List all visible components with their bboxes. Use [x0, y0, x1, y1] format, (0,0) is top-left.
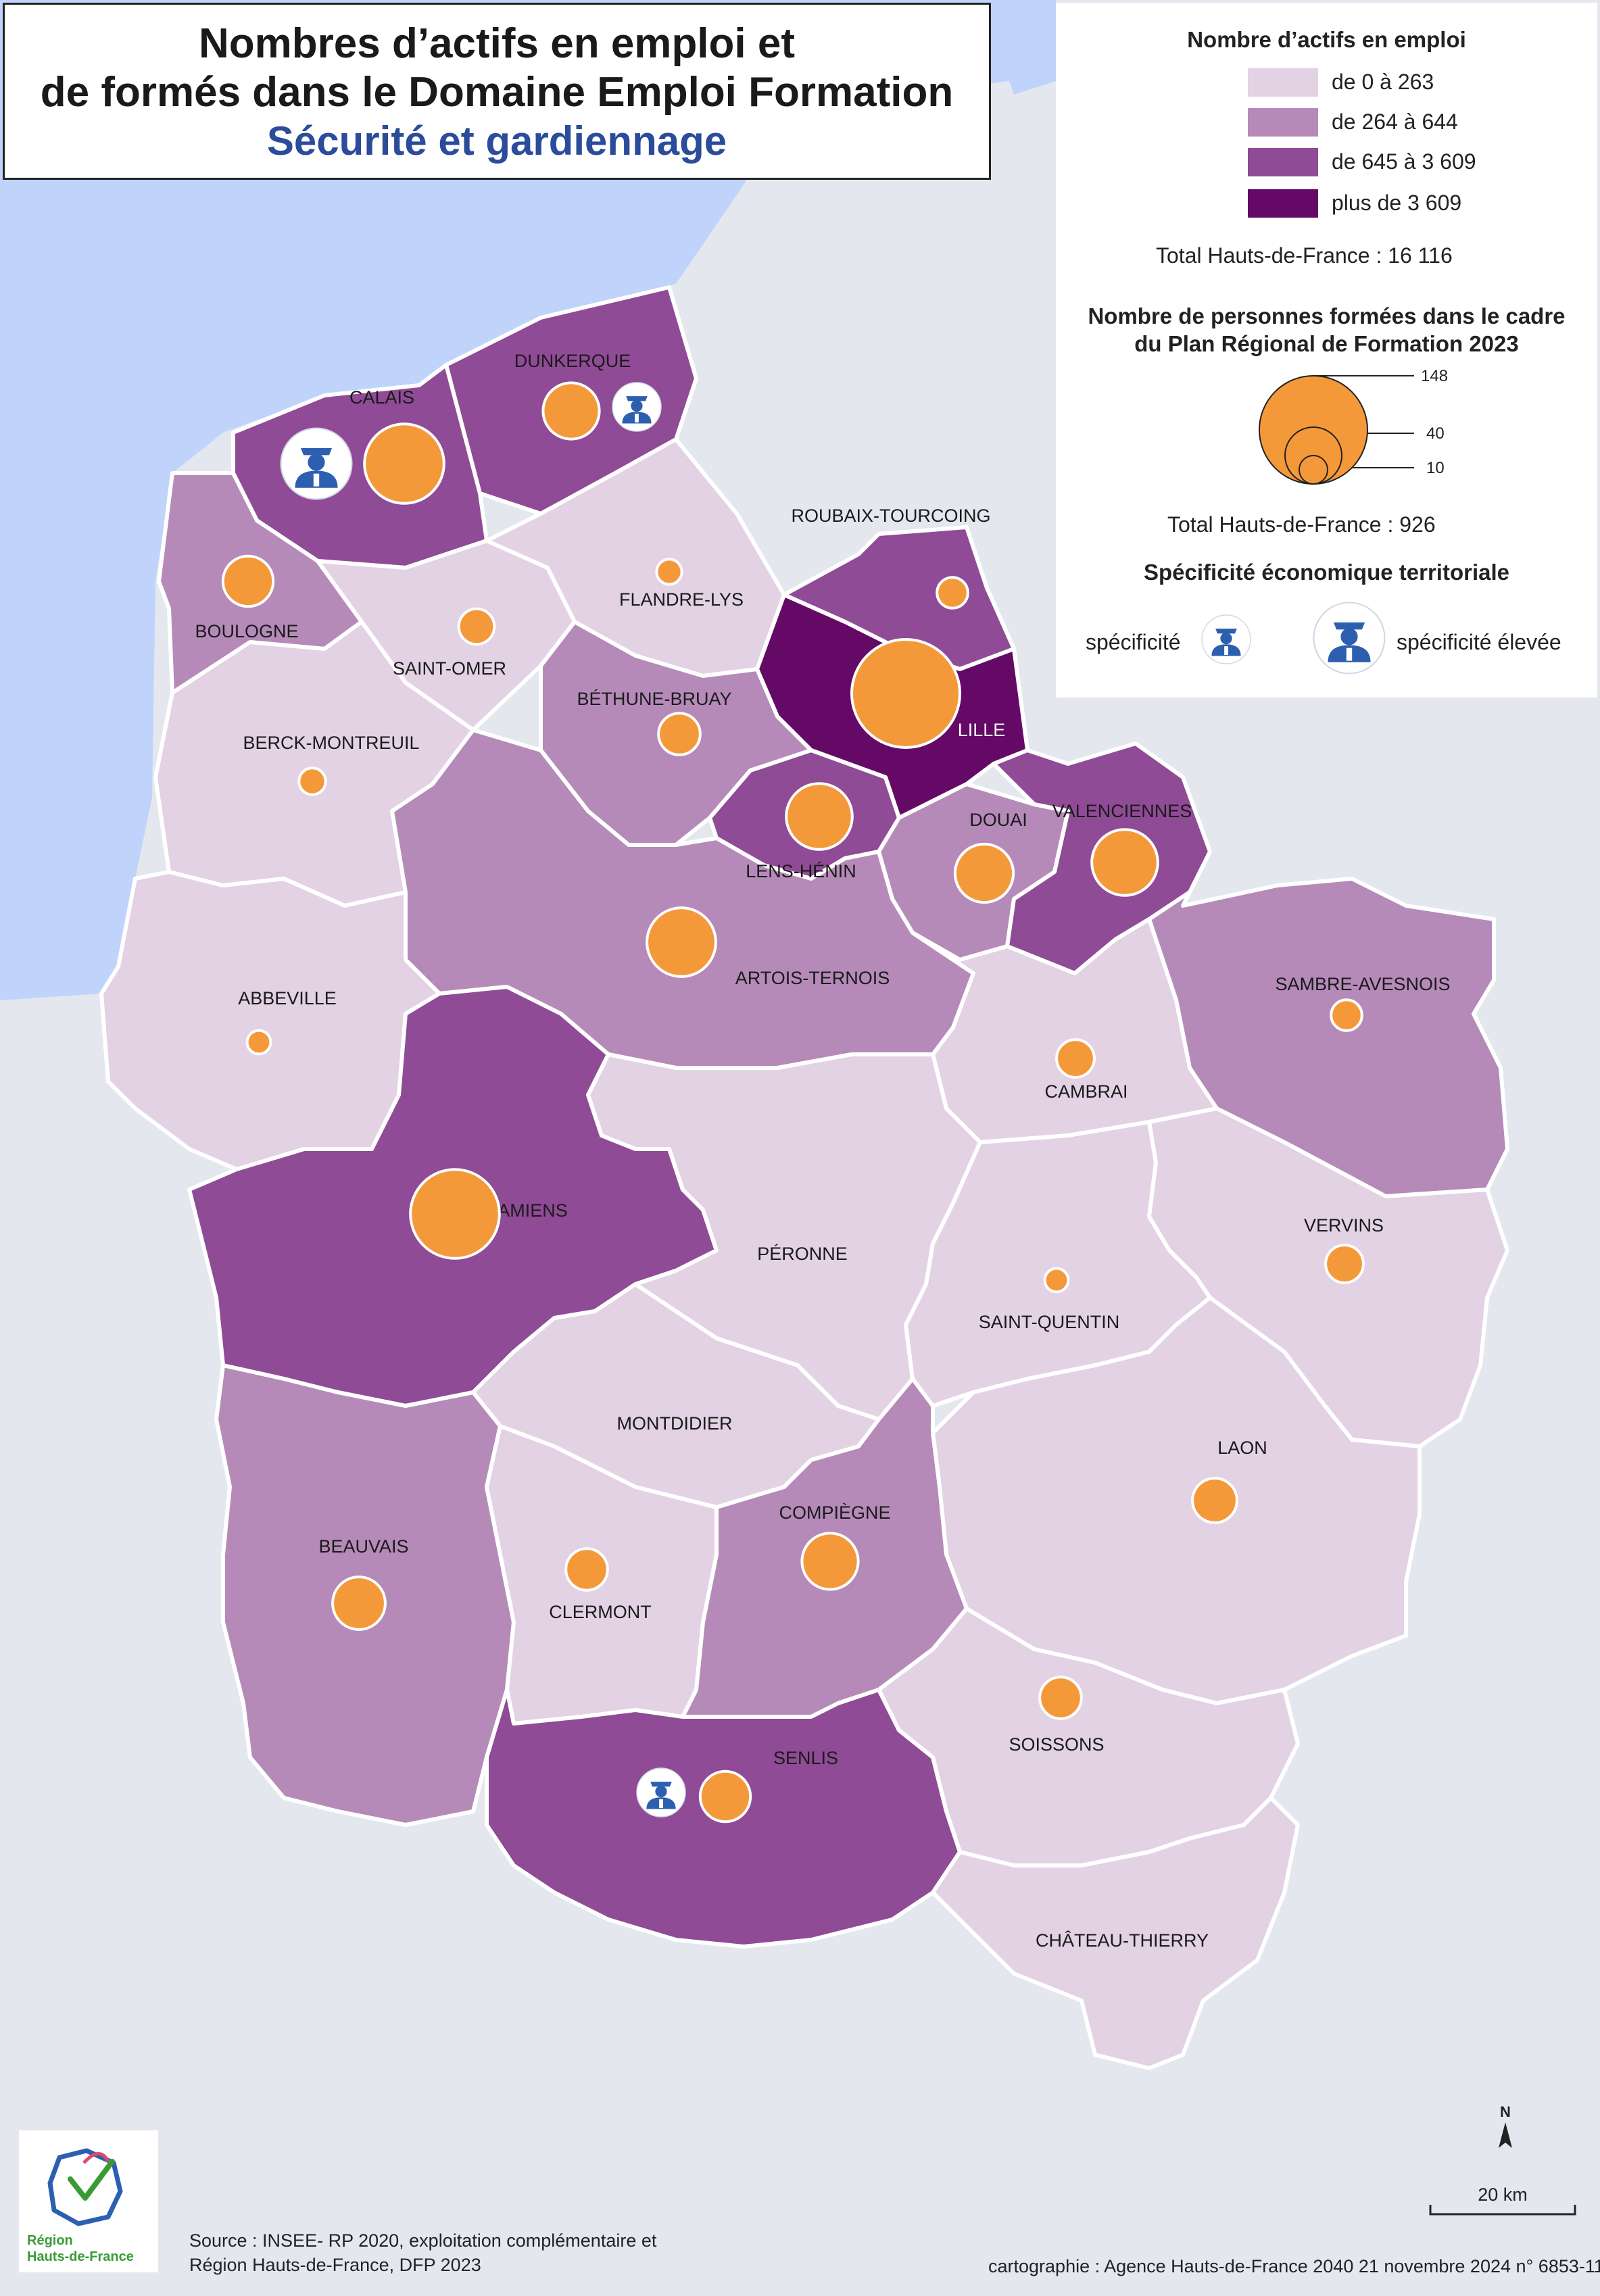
label-dunkerque: DUNKERQUE: [514, 351, 631, 371]
circle-amiens: [409, 1168, 501, 1260]
legend-specificite: spécificité: [1086, 630, 1181, 654]
subtitle: Sécurité et gardiennage: [266, 118, 727, 164]
circle-senlis: [698, 1769, 752, 1824]
legend-circles: 148 40 10: [1259, 367, 1448, 485]
legend-actifs-total: Total Hauts-de-France : 16 116: [1156, 243, 1453, 268]
label-saint-omer: SAINT-OMER: [393, 658, 506, 679]
label-flandre-lys: FLANDRE-LYS: [619, 589, 744, 610]
circle-dunkerque: [541, 381, 601, 441]
circle-roubaix-tourcoing: [936, 576, 969, 610]
guard-icon-calais: [280, 427, 353, 500]
label-clermont: CLERMONT: [549, 1602, 652, 1622]
legend-circle-10: 10: [1426, 459, 1445, 477]
legend-guard-small-icon: [1201, 614, 1251, 664]
circle-cambrai: [1055, 1038, 1096, 1079]
zone-chateau-thierry[interactable]: [931, 1796, 1300, 2070]
circle-lens-henin: [785, 782, 854, 851]
circle-compiegne: [800, 1532, 860, 1591]
title-line-1: Nombres d’actifs en emploi et: [199, 20, 795, 67]
legend-class-3: plus de 3 609: [1332, 191, 1462, 215]
circle-flandre-lys: [655, 558, 683, 586]
legend-class-1: de 264 à 644: [1332, 109, 1458, 134]
circle-boulogne: [221, 554, 275, 608]
legend-formes-total: Total Hauts-de-France : 926: [1167, 512, 1436, 537]
label-chateau-thierry: CHÂTEAU-THIERRY: [1036, 1930, 1209, 1951]
circle-calais: [363, 422, 445, 505]
region-logo: Région Hauts-de-France: [19, 2130, 158, 2272]
circle-soissons: [1038, 1676, 1083, 1720]
legend-specificite-title: Spécificité économique territoriale: [1144, 560, 1509, 585]
label-boulogne: BOULOGNE: [195, 621, 298, 641]
label-senlis: SENLIS: [773, 1748, 838, 1768]
label-artois-ternois: ARTOIS-TERNOIS: [735, 968, 890, 988]
circle-clermont: [564, 1547, 609, 1592]
label-saint-quentin: SAINT-QUENTIN: [979, 1312, 1120, 1332]
legend-swatch-3: [1248, 189, 1318, 218]
label-lens-henin: LENS-HÉNIN: [746, 861, 856, 881]
label-bethune-bruay: BÉTHUNE-BRUAY: [577, 689, 731, 709]
circle-artois-ternois: [646, 906, 717, 978]
legend: Nombre d’actifs en emploi de 0 à 263 de …: [1056, 3, 1597, 698]
label-peronne: PÉRONNE: [757, 1244, 848, 1264]
circle-laon: [1191, 1477, 1238, 1524]
legend-formes-title-1: Nombre de personnes formées dans le cadr…: [1088, 303, 1566, 328]
legend-circle-40: 40: [1426, 424, 1445, 443]
label-lille: LILLE: [958, 720, 1006, 740]
sea: [0, 0, 1056, 1000]
scale-bar: [1429, 2205, 1576, 2216]
label-roubaix-tourcoing: ROUBAIX-TOURCOING: [791, 506, 990, 526]
circle-bethune-bruay: [657, 712, 702, 756]
circle-douai: [953, 842, 1015, 904]
circle-saint-omer: [457, 607, 496, 646]
label-beauvais: BEAUVAIS: [318, 1536, 408, 1557]
legend-swatch-1: [1248, 108, 1318, 137]
label-amiens: AMIENS: [498, 1200, 568, 1221]
north-label: N: [1500, 2103, 1511, 2120]
source-line-2: Région Hauts-de-France, DFP 2023: [189, 2255, 481, 2275]
label-calais: CALAIS: [349, 387, 414, 408]
circle-beauvais: [331, 1576, 387, 1631]
circle-saint-quentin: [1043, 1267, 1070, 1294]
legend-class-0: de 0 à 263: [1332, 70, 1434, 94]
label-douai: DOUAI: [969, 810, 1027, 830]
legend-class-2: de 645 à 3 609: [1332, 149, 1476, 174]
title-line-2: de formés dans le Domaine Emploi Formati…: [40, 69, 954, 116]
label-montdidier: MONTDIDIER: [617, 1413, 733, 1434]
legend-swatch-2: [1248, 148, 1318, 176]
source-line-1: Source : INSEE- RP 2020, exploitation co…: [189, 2230, 657, 2251]
credit-line: cartographie : Agence Hauts-de-France 20…: [988, 2256, 1600, 2276]
scale-label: 20 km: [1478, 2184, 1528, 2205]
label-abbeville: ABBEVILLE: [238, 988, 337, 1008]
legend-formes-title-2: du Plan Régional de Formation 2023: [1134, 331, 1519, 356]
title-box: Nombres d’actifs en emploi et de formés …: [3, 3, 991, 180]
legend-circle-148: 148: [1421, 367, 1448, 385]
logo-text-1: Région: [27, 2233, 73, 2248]
legend-guard-large-icon: [1313, 602, 1386, 675]
circle-lille: [850, 638, 961, 749]
circle-abbeville: [245, 1029, 272, 1056]
circle-berck-montreuil: [297, 766, 327, 796]
north-arrow-icon: [1499, 2122, 1512, 2148]
label-compiegne: COMPIÈGNE: [779, 1503, 890, 1523]
sea-channel-east: [980, 0, 1056, 95]
label-cambrai: CAMBRAI: [1044, 1081, 1128, 1102]
label-vervins: VERVINS: [1304, 1215, 1384, 1236]
legend-actifs-title: Nombre d’actifs en emploi: [1187, 27, 1466, 52]
logo-text-2: Hauts-de-France: [27, 2249, 134, 2264]
guard-icon-senlis: [636, 1767, 686, 1817]
guard-icon-dunkerque: [612, 382, 662, 432]
label-berck-montreuil: BERCK-MONTREUIL: [243, 733, 419, 753]
legend-specificite-elevee: spécificité élevée: [1397, 630, 1561, 654]
legend-swatch-0: [1248, 68, 1318, 97]
logo-icon: [47, 2148, 123, 2226]
circle-sambre-avesnois: [1330, 998, 1363, 1032]
circle-vervins: [1324, 1244, 1365, 1284]
label-sambre-avesnois: SAMBRE-AVESNOIS: [1275, 974, 1450, 994]
label-valenciennes: VALENCIENNES: [1052, 801, 1192, 821]
circle-valenciennes: [1090, 828, 1159, 897]
label-laon: LAON: [1217, 1438, 1267, 1458]
label-soissons: SOISSONS: [1009, 1734, 1104, 1755]
